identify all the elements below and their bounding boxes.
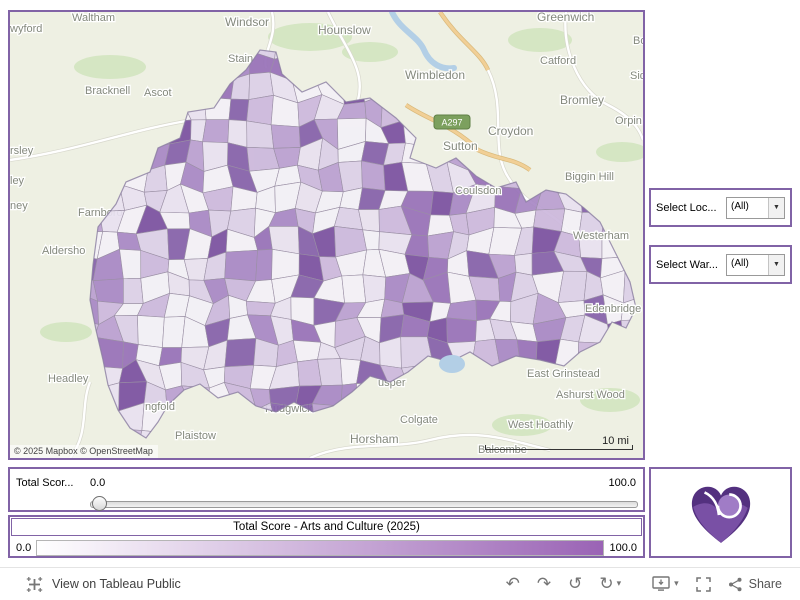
share-icon <box>728 577 742 591</box>
legend-title: Total Score - Arts and Culture (2025) <box>11 518 642 536</box>
redo-icon: ↷ <box>536 573 552 594</box>
download-button[interactable]: ▾ <box>652 576 679 592</box>
legend-gradient <box>36 540 605 556</box>
svg-text:Wimbledon: Wimbledon <box>405 68 465 82</box>
filter-location-value: (All) <box>731 200 749 212</box>
revert-icon: ↺ <box>568 573 583 594</box>
filter-ward-label: Select War... <box>656 258 718 271</box>
map-scale-label: 10 mi <box>602 435 629 447</box>
fullscreen-icon <box>695 576 711 592</box>
svg-text:Edenbridge: Edenbridge <box>585 303 641 315</box>
road-badge: A297 <box>433 114 471 130</box>
svg-text:Catford: Catford <box>540 55 576 67</box>
heart-logo <box>691 486 750 543</box>
svg-text:Aldersho: Aldersho <box>42 245 85 257</box>
svg-text:Hounslow: Hounslow <box>318 23 371 37</box>
svg-text:wyford: wyford <box>10 23 42 35</box>
chevron-down-icon[interactable]: ▼ <box>768 254 784 275</box>
tableau-logo-icon <box>26 576 43 592</box>
svg-text:Bromley: Bromley <box>560 93 604 107</box>
map-scale-bar <box>485 445 633 450</box>
svg-text:Biggin Hill: Biggin Hill <box>565 171 614 183</box>
lake <box>439 355 465 373</box>
legend-max-value: 100.0 <box>609 542 637 554</box>
color-legend-panel: Total Score - Arts and Culture (2025) 0.… <box>8 515 645 558</box>
slider-label: Total Scor... <box>16 477 74 489</box>
slider-max-value: 100.0 <box>608 477 636 489</box>
svg-text:West Hoathly: West Hoathly <box>508 419 574 431</box>
map-town-labels-over: Coulsdon Westerham ngfold Edenbridge <box>144 184 643 415</box>
county-boundary <box>89 49 637 439</box>
fullscreen-button[interactable] <box>695 576 711 592</box>
slider-handle[interactable] <box>92 496 107 511</box>
view-on-tableau-public[interactable]: View on Tableau Public <box>26 576 181 593</box>
undo-icon: ↶ <box>505 573 520 594</box>
share-button[interactable]: Share <box>728 577 782 592</box>
svg-text:East Grinstead: East Grinstead <box>527 368 600 380</box>
svg-text:Windsor: Windsor <box>225 15 269 29</box>
svg-text:Bo: Bo <box>633 35 643 47</box>
refresh-icon: ↻ <box>599 573 614 594</box>
svg-text:Coulsdon: Coulsdon <box>455 185 501 197</box>
map-attribution: © 2025 Mapbox © OpenStreetMap <box>10 445 158 458</box>
share-label: Share <box>748 577 782 591</box>
refresh-button[interactable]: ↻ ▾ <box>599 573 622 594</box>
filter-location: Select Loc... (All) ▼ <box>649 188 792 227</box>
filter-ward-dropdown[interactable]: (All) ▼ <box>726 253 785 276</box>
svg-text:Sutton: Sutton <box>443 139 478 153</box>
svg-text:Horsham: Horsham <box>350 432 399 446</box>
svg-text:Sid: Sid <box>630 70 643 82</box>
svg-text:Colgate: Colgate <box>400 414 438 426</box>
tableau-toolbar: View on Tableau Public ↶ ↷ ↺ ↻ ▾ ▾ <box>0 567 800 600</box>
svg-text:ney: ney <box>10 200 28 212</box>
legend-min-value: 0.0 <box>16 542 32 554</box>
svg-text:ngfold: ngfold <box>145 401 175 413</box>
chevron-down-icon[interactable]: ▼ <box>768 197 784 218</box>
undo-button[interactable]: ↶ <box>505 573 520 594</box>
choropleth-map[interactable]: wyford Waltham Windsor Hounslow Greenwich Bo C… <box>10 12 643 458</box>
svg-text:Plaistow: Plaistow <box>175 430 216 442</box>
svg-text:Waltham: Waltham <box>72 12 115 24</box>
slider-track[interactable] <box>90 501 638 508</box>
svg-text:Orpin: Orpin <box>615 115 642 127</box>
logo-panel <box>649 467 792 558</box>
svg-text:Ashurst Wood: Ashurst Wood <box>556 389 625 401</box>
river <box>389 12 457 72</box>
chevron-down-icon: ▾ <box>674 578 679 589</box>
svg-text:Ascot: Ascot <box>144 87 172 99</box>
view-on-tableau-public-label: View on Tableau Public <box>52 577 181 591</box>
score-slider-panel: Total Scor... 0.0 100.0 <box>8 467 645 512</box>
revert-button[interactable]: ↺ <box>568 573 583 594</box>
svg-text:Westerham: Westerham <box>573 230 629 242</box>
map-svg[interactable]: wyford Waltham Windsor Hounslow Greenwich Bo C… <box>10 12 643 458</box>
filter-ward-value: (All) <box>731 257 749 269</box>
svg-text:Balcombe: Balcombe <box>478 444 527 456</box>
svg-text:Greenwich: Greenwich <box>537 12 594 24</box>
slider-min-value: 0.0 <box>90 477 106 489</box>
map-parks <box>40 23 643 436</box>
filter-ward: Select War... (All) ▼ <box>649 245 792 284</box>
chevron-down-icon: ▾ <box>616 578 622 589</box>
monitor-download-icon <box>652 576 670 591</box>
svg-text:A297: A297 <box>441 118 462 128</box>
filter-location-label: Select Loc... <box>656 201 717 214</box>
filter-location-dropdown[interactable]: (All) ▼ <box>726 196 785 219</box>
svg-text:Croydon: Croydon <box>488 124 533 138</box>
svg-text:Headley: Headley <box>48 373 89 385</box>
svg-text:Bracknell: Bracknell <box>85 85 130 97</box>
svg-text:rsley: rsley <box>10 145 34 157</box>
map-panel: wyford Waltham Windsor Hounslow Greenwich Bo C… <box>8 10 645 460</box>
redo-button[interactable]: ↷ <box>536 573 552 594</box>
svg-text:ley: ley <box>10 175 25 187</box>
svg-text:Stain: Stain <box>228 53 253 65</box>
